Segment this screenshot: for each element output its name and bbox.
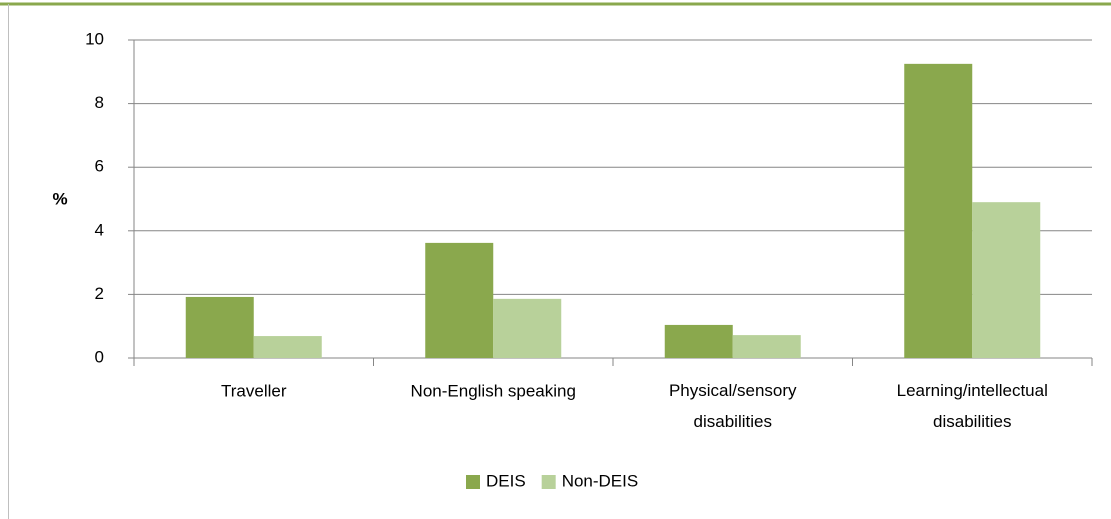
legend-label: DEIS xyxy=(486,471,526,490)
legend-swatch xyxy=(541,475,556,489)
x-tick-label-line: Physical/sensory xyxy=(669,381,797,400)
bar xyxy=(425,242,494,358)
y-tick-label: 6 xyxy=(95,157,104,176)
bar xyxy=(185,296,254,358)
y-tick-label: 10 xyxy=(85,29,104,48)
x-tick-label-line: Learning/intellectual xyxy=(897,381,1048,400)
bar xyxy=(253,336,322,358)
bar xyxy=(904,63,973,358)
y-tick-label: 2 xyxy=(95,284,104,303)
bar xyxy=(972,202,1041,358)
bar xyxy=(664,324,733,358)
y-axis-label: % xyxy=(52,189,67,208)
x-tick-label-line: disabilities xyxy=(933,412,1011,431)
y-tick-label: 0 xyxy=(95,347,104,366)
x-tick-label: Non-English speaking xyxy=(411,381,576,400)
legend-swatch xyxy=(466,475,480,489)
y-tick-label: 4 xyxy=(95,220,104,239)
bar xyxy=(732,335,801,358)
x-tick-label: Traveller xyxy=(221,381,287,400)
x-tick-label: Physical/sensory disabilities xyxy=(669,381,797,431)
bar xyxy=(493,298,562,358)
y-tick-label: 8 xyxy=(95,93,104,112)
legend-label: Non-DEIS xyxy=(562,471,639,490)
x-tick-label-line: disabilities xyxy=(694,412,772,431)
x-tick-label: Learning/intellectual disabilities xyxy=(897,381,1048,431)
